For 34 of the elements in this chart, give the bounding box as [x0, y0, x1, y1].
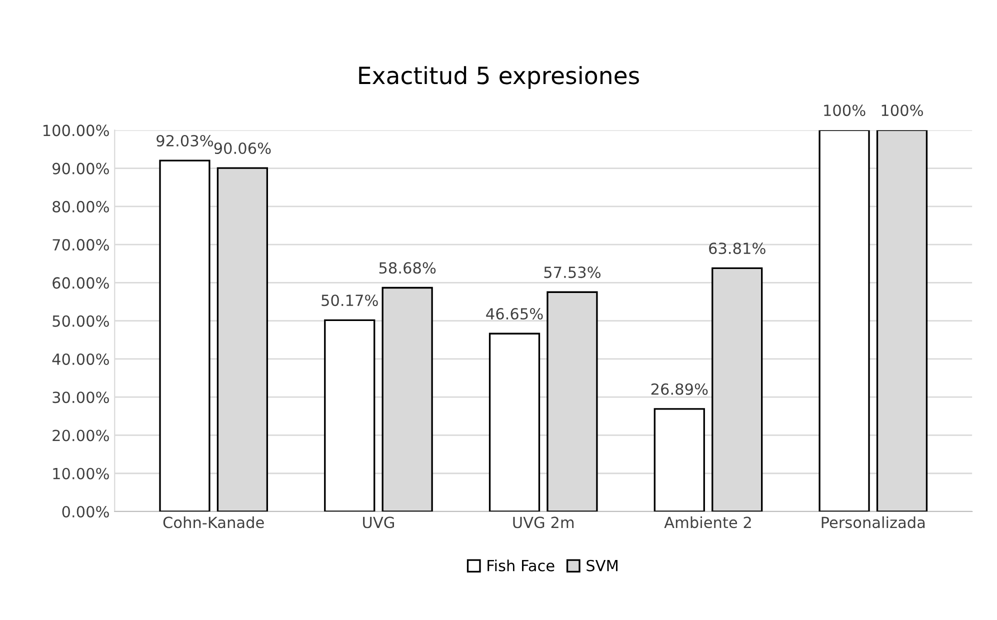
x-tick-label: Ambiente 2	[664, 516, 751, 528]
bar	[159, 160, 210, 512]
y-tick-label: 60.00%	[52, 277, 109, 289]
data-label: 50.17%	[322, 294, 378, 306]
data-label: 90.06%	[214, 142, 271, 154]
y-tick-label: 40.00%	[52, 353, 109, 365]
data-label: 63.81%	[709, 242, 766, 254]
data-label: 57.53%	[544, 266, 601, 278]
data-label: 58.68%	[379, 262, 436, 274]
x-tick-label: Cohn-Kanade	[163, 516, 264, 528]
y-tick-label: 100.00%	[44, 124, 109, 136]
y-tick-label: 10.00%	[53, 468, 109, 480]
chart-title: Exactitud 5 expresiones	[359, 66, 639, 89]
x-tick-label: Personalizada	[822, 516, 925, 528]
data-label: 100%	[882, 104, 923, 116]
y-tick-label: 80.00%	[52, 200, 109, 212]
y-tick-label: 0.00%	[62, 506, 109, 518]
y-tick-label: 90.00%	[52, 162, 109, 174]
data-label: 46.65%	[486, 308, 543, 320]
y-tick-label: 20.00%	[52, 430, 109, 442]
bar	[488, 332, 540, 512]
data-label: 26.89%	[651, 383, 708, 395]
y-tick-label: 50.00%	[52, 315, 109, 327]
legend-label: SVM	[586, 560, 618, 572]
y-tick-label: 70.00%	[52, 239, 109, 251]
bar	[654, 408, 705, 512]
x-tick-label: UVG	[363, 516, 394, 528]
data-label: 100%	[824, 104, 866, 116]
bar	[324, 319, 376, 512]
y-tick-label: 30.00%	[52, 392, 109, 404]
x-tick-label: UVG 2m	[513, 516, 574, 528]
legend-label: Fish Face	[488, 560, 554, 572]
data-label: 92.03%	[156, 134, 214, 147]
bar	[818, 130, 870, 512]
